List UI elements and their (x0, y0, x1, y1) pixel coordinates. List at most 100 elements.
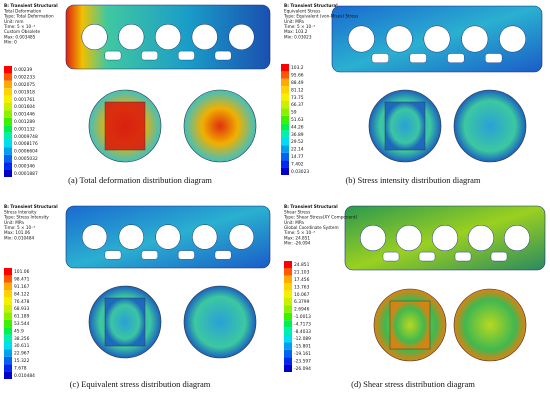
disc-insert (384, 101, 426, 151)
caption: (b) Stress intensity distribution diagra… (345, 175, 480, 185)
legend-label: 84.122 (14, 291, 30, 297)
disc (183, 89, 257, 163)
legend-label: -19.161 (294, 351, 311, 357)
legend-swatch (4, 371, 12, 379)
bar-hole (461, 25, 489, 53)
legend-swatch (284, 364, 292, 372)
header-line: B: Transient Structural (284, 204, 338, 209)
legend-label: 36.89 (291, 132, 304, 138)
legend-label: 38.256 (14, 336, 30, 342)
header-line: Min: -26.094 (284, 241, 311, 246)
legend-swatch (281, 160, 289, 168)
legend-swatch (4, 103, 12, 111)
bar-hole (395, 224, 423, 252)
legend-swatch (281, 167, 289, 175)
legend-swatch (284, 349, 292, 358)
legend-swatch (4, 117, 12, 126)
legend-swatch (4, 364, 12, 372)
disc-insert (104, 101, 146, 151)
legend-swatch (284, 283, 292, 291)
legend-swatch (281, 93, 289, 101)
caption: (d) Shear stress distribution diagram (351, 379, 475, 389)
header-line: Time: 5 × 10⁻³ (283, 230, 315, 235)
header-line: Unit: MPa (4, 220, 24, 225)
legend-swatch (4, 125, 12, 133)
legend-swatch (4, 282, 12, 291)
header-line: Custom Obsolete (4, 29, 40, 34)
bar-hole (385, 25, 413, 53)
legend-label: 0.001446 (14, 112, 35, 118)
header-line: Unit: MPa (284, 220, 304, 225)
legend-swatch (281, 101, 289, 109)
legend-swatch (4, 319, 12, 328)
legend-swatch (281, 130, 289, 138)
legend-label: 15.322 (14, 358, 30, 364)
bar-hole (118, 224, 144, 250)
bar-hole (228, 23, 255, 51)
legend-swatch (4, 349, 12, 357)
header-line: B: Transient Structural (4, 3, 58, 8)
bar-slot (214, 50, 232, 61)
legend-swatch (284, 298, 292, 306)
legend-swatch (4, 88, 12, 96)
legend-swatch (281, 71, 289, 79)
bar-slot (141, 250, 158, 260)
bar-hole (431, 224, 459, 252)
header-line: Max: 0.003485 (4, 34, 36, 39)
legend-label: 66.37 (291, 102, 304, 108)
legend-swatch (281, 123, 289, 131)
header-line: Time: 5 × 10⁻³ (283, 24, 315, 29)
legend-label: 0.010484 (14, 373, 35, 379)
legend-label: 0.002233 (14, 75, 35, 81)
legend-swatch (4, 80, 12, 89)
legend-label: 22.14 (291, 147, 304, 153)
disc (183, 285, 257, 359)
disc (453, 288, 527, 362)
bar-slot (177, 250, 195, 260)
legend-swatch (4, 73, 12, 81)
legend-label: 98.471 (14, 277, 30, 283)
legend-label: 53.544 (14, 321, 30, 327)
legend-label: 95.66 (291, 73, 304, 79)
bar-hole (467, 224, 495, 252)
bar-hole (118, 23, 145, 51)
legend-swatch (4, 95, 12, 103)
bar-slot (418, 251, 436, 262)
bar-hole (191, 23, 218, 51)
legend-label: 81.12 (291, 87, 304, 93)
legend-label: 10.067 (294, 292, 310, 298)
legend-swatch (281, 78, 289, 87)
legend-swatch (284, 335, 292, 343)
bar-slot (409, 53, 427, 63)
header-line: Total Deformation (3, 8, 42, 13)
legend-swatch (4, 162, 12, 170)
legend-label: 2.6946 (294, 307, 310, 313)
caption: (c) Equivalent stress distribution diagr… (70, 379, 211, 389)
bar-hole (347, 25, 375, 53)
legend-label: 45.9 (14, 328, 24, 334)
legend-label: 24.851 (294, 262, 310, 268)
legend-swatch (4, 140, 12, 148)
legend-swatch (284, 327, 292, 335)
legend-label: -4.7173 (294, 321, 311, 327)
legend-label: 0.002075 (14, 82, 35, 88)
bar-slot (454, 251, 472, 262)
legend-swatch (4, 275, 12, 283)
legend-swatch (4, 132, 12, 140)
legend-label: 101.06 (14, 269, 30, 275)
header-line: B: Transient Structural (4, 204, 58, 209)
legend-swatch (4, 147, 12, 155)
bar-slot (141, 50, 158, 61)
bar-hole (359, 224, 387, 252)
bar-slot (177, 50, 195, 61)
legend-label: 7.402 (291, 161, 304, 167)
legend-label: 0.0008176 (14, 141, 38, 147)
legend-swatch (284, 357, 292, 365)
header-line: Max: 24.851 (284, 235, 310, 240)
header-line: Global Coordinate System (284, 225, 339, 230)
legend-swatch (4, 342, 12, 350)
legend-label: 0.001761 (14, 97, 35, 103)
